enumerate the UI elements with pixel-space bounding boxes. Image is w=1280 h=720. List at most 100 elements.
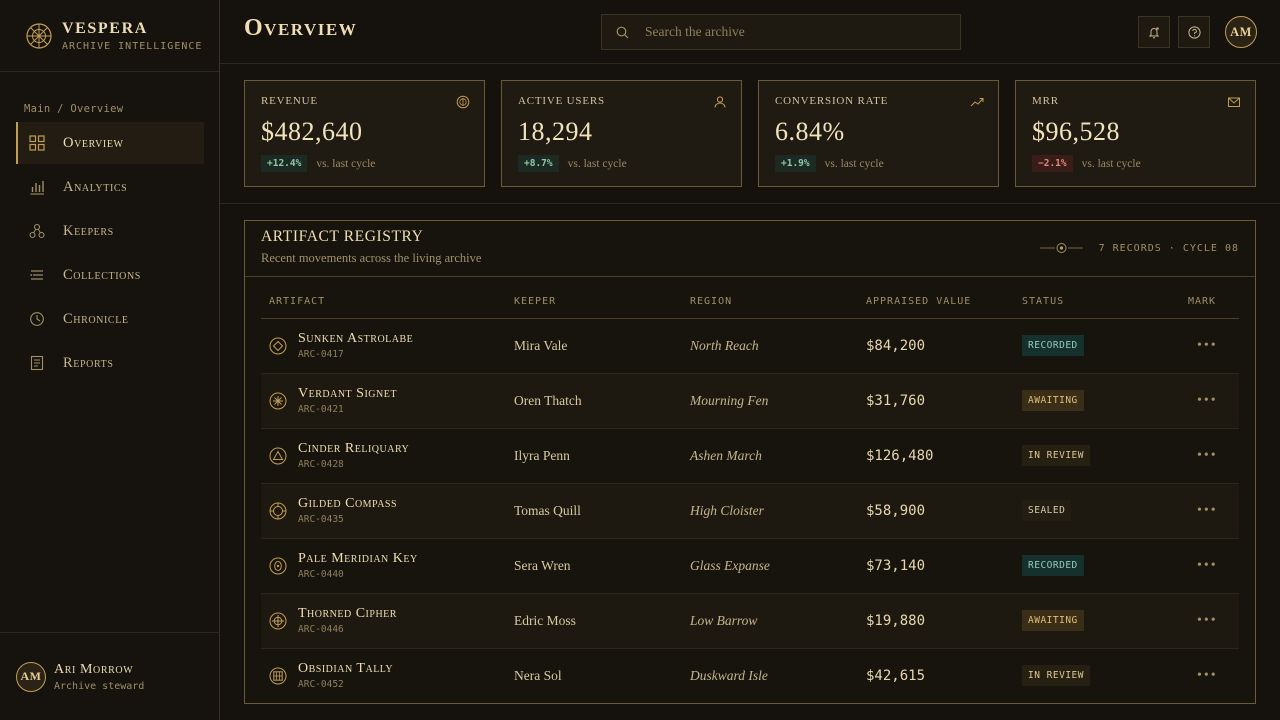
appraised-value: $84,200 [858,318,1014,374]
coin-icon [456,95,470,109]
column-header-keeper[interactable]: KEEPER [506,285,682,319]
user-profile[interactable]: AM Ari Morrow Archive steward [0,632,220,720]
bell-icon [1148,26,1160,38]
status-badge: IN REVIEW [1022,665,1090,686]
bar-chart-icon [30,181,44,195]
notifications-button[interactable] [1138,16,1170,48]
trend-up-icon [970,98,984,107]
table-row[interactable]: Thorned Cipher ARC-0446 Edric Moss Low B… [261,593,1239,649]
appraised-value: $126,480 [858,428,1014,484]
registry-record-count: 7 RECORDS · CYCLE 08 [1098,242,1239,254]
sidebar-item-collections[interactable]: Collections [16,254,204,296]
user-icon [714,96,726,108]
kpi-comparison-note: vs. last cycle [567,157,627,170]
row-actions-ellipsis-icon[interactable]: ••• [1197,503,1218,518]
crosshair-icon [269,612,287,629]
status-badge: SEALED [1022,500,1072,521]
keeper-name: Mira Vale [506,318,682,374]
row-actions-ellipsis-icon[interactable]: ••• [1197,613,1218,628]
kpi-delta-badge: −2.1% [1032,155,1073,172]
row-actions-ellipsis-icon[interactable]: ••• [1197,668,1218,683]
registry-table: ARTIFACT KEEPER REGION APPRAISED VALUE S… [261,285,1239,703]
artifact-registry: ARTIFACT REGISTRY Recent movements acros… [244,220,1256,704]
appraised-value: $58,900 [858,483,1014,539]
avatar: AM [16,661,46,692]
kpi-delta-badge: +12.4% [261,155,308,172]
table-row[interactable]: Cinder Reliquary ARC-0428 Ilyra Penn Ash… [261,428,1239,484]
sidebar-item-reports[interactable]: Reports [16,342,204,384]
section-divider [220,203,1280,204]
row-actions-ellipsis-icon[interactable]: ••• [1197,338,1218,353]
sidebar-item-analytics[interactable]: Analytics [16,166,204,208]
artifact-name: Obsidian Tally [298,661,394,676]
region-name: Mourning Fen [682,373,858,429]
artifact-id: ARC-0446 [298,624,344,635]
help-button[interactable] [1178,16,1210,48]
column-header-region[interactable]: REGION [682,285,858,319]
asterisk-icon [269,392,287,409]
clock-icon [30,312,44,326]
keeper-name: Sera Wren [506,538,682,594]
column-header-status[interactable]: STATUS [1014,285,1180,319]
artifact-id: ARC-0428 [298,459,344,470]
region-name: High Cloister [682,483,858,539]
artifact-id: ARC-0440 [298,569,344,580]
column-header-artifact[interactable]: ARTIFACT [261,285,506,319]
artifact-name: Verdant Signet [298,386,397,401]
kpi-label: Conversion Rate [775,95,889,107]
row-actions-ellipsis-icon[interactable]: ••• [1197,558,1218,573]
sidebar-item-overview[interactable]: Overview [16,122,204,164]
key-icon [269,557,287,574]
status-badge: RECORDED [1022,555,1084,576]
region-name: Glass Expanse [682,538,858,594]
breadcrumb: Main / Overview [24,103,124,115]
table-row[interactable]: Pale Meridian Key ARC-0440 Sera Wren Gla… [261,538,1239,594]
layers-icon [30,270,43,280]
registry-title: ARTIFACT REGISTRY [261,228,424,245]
row-actions-ellipsis-icon[interactable]: ••• [1197,448,1218,463]
table-row[interactable]: Sunken Astrolabe ARC-0417 Mira Vale Nort… [261,318,1239,374]
sidebar-item-chronicle[interactable]: Chronicle [16,298,204,340]
sidebar-item-label: Collections [63,266,141,283]
grid-icon [29,135,45,151]
people-nodes-icon [29,223,45,239]
column-header-mark: MARK [1180,285,1239,319]
keeper-name: Tomas Quill [506,483,682,539]
kpi-label: MRR [1032,95,1059,107]
sidebar-item-label: Keepers [63,222,114,239]
kpi-comparison-note: vs. last cycle [824,157,884,170]
table-row[interactable]: Verdant Signet ARC-0421 Oren Thatch Mour… [261,373,1239,429]
status-badge: AWAITING [1022,610,1084,631]
sidebar-item-keepers[interactable]: Keepers [16,210,204,252]
brand[interactable]: VESPERA ARCHIVE INTELLIGENCE [0,0,219,72]
status-badge: IN REVIEW [1022,445,1090,466]
kpi-delta-badge: +1.9% [775,155,816,172]
appraised-value: $31,760 [858,373,1014,429]
appraised-value: $42,615 [858,648,1014,703]
kpi-delta-badge: +8.7% [518,155,559,172]
search-box[interactable] [601,14,961,50]
orbit-divider-icon [1039,243,1083,253]
column-header-appraised-value[interactable]: APPRAISED VALUE [858,285,1014,319]
kpi-card-revenue: Revenue $482,640 +12.4% vs. last cycle [244,80,485,187]
keeper-name: Nera Sol [506,648,682,703]
keeper-name: Oren Thatch [506,373,682,429]
sidebar-item-label: Overview [63,134,124,151]
sidebar-item-label: Analytics [63,178,128,195]
row-actions-ellipsis-icon[interactable]: ••• [1197,393,1218,408]
envelope-icon [1228,97,1240,107]
kpi-card-active-users: Active Users 18,294 +8.7% vs. last cycle [501,80,742,187]
compass-rose-logo-icon [26,22,52,49]
artifact-name: Gilded Compass [298,496,398,511]
kpi-value: $482,640 [261,117,363,146]
status-badge: AWAITING [1022,390,1084,411]
artifact-id: ARC-0421 [298,404,344,415]
artifact-id: ARC-0417 [298,349,344,360]
table-header-row: ARTIFACT KEEPER REGION APPRAISED VALUE S… [261,285,1239,319]
account-avatar[interactable]: AM [1225,16,1257,48]
compass-icon [269,502,287,519]
table-row[interactable]: Gilded Compass ARC-0435 Tomas Quill High… [261,483,1239,539]
table-row[interactable]: Obsidian Tally ARC-0452 Nera Sol Duskwar… [261,648,1239,703]
registry-meta: 7 RECORDS · CYCLE 08 [1039,242,1239,254]
search-input[interactable] [645,24,935,40]
